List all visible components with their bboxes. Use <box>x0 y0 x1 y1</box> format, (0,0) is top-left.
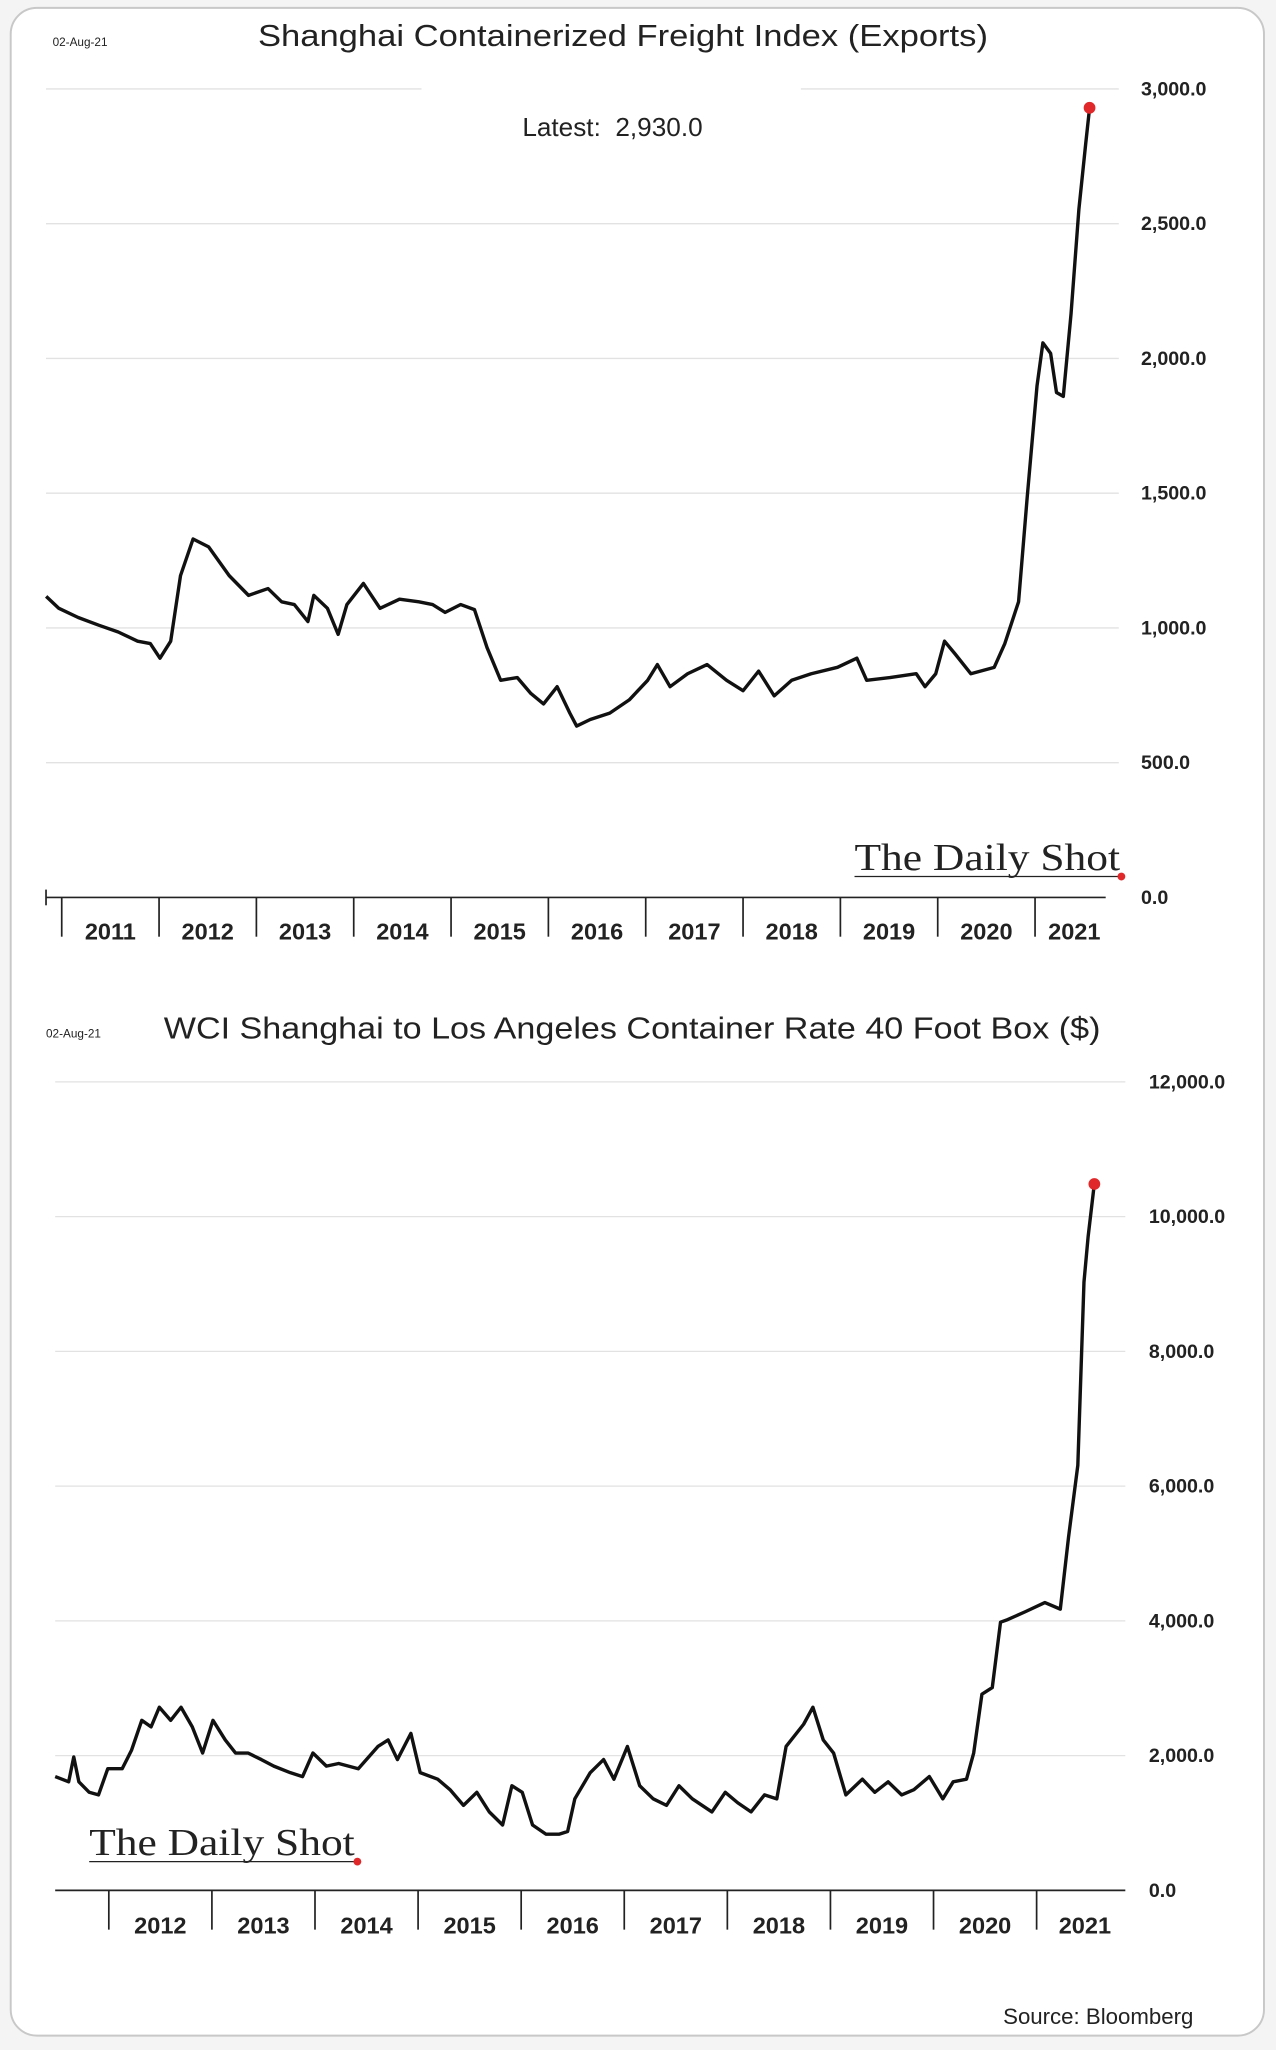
annotation-mask <box>421 78 801 100</box>
x-tick-label: 2015 <box>474 918 526 944</box>
y-tick-label: 2,000.0 <box>1149 1745 1215 1767</box>
logo-text: The Daily Shot <box>89 1822 355 1864</box>
y-tick-label: 500.0 <box>1141 752 1190 774</box>
y-tick-label: 2,500.0 <box>1141 213 1207 235</box>
chart-title: Shanghai Containerized Freight Index (Ex… <box>258 20 988 53</box>
date-stamp: 02-Aug-21 <box>46 1027 101 1040</box>
logo-text: The Daily Shot <box>855 837 1121 879</box>
y-tick-label: 0.0 <box>1141 887 1168 909</box>
x-tick-label: 2012 <box>134 1913 186 1939</box>
y-tick-label: 4,000.0 <box>1149 1610 1215 1632</box>
series-line <box>54 1183 1097 1836</box>
y-tick-label: 3,000.0 <box>1141 79 1207 101</box>
x-tick-label: 2013 <box>279 918 331 944</box>
x-tick-label: 2016 <box>547 1913 599 1939</box>
card-background <box>9 6 1265 2037</box>
x-tick-label: 2016 <box>571 918 623 944</box>
y-tick-label: 8,000.0 <box>1149 1341 1215 1363</box>
y-tick-label: 12,000.0 <box>1149 1071 1225 1093</box>
y-tick-label: 2,000.0 <box>1141 348 1207 370</box>
daily-shot-logo: The Daily Shot <box>854 837 1126 881</box>
x-tick-label: 2020 <box>959 1913 1011 1939</box>
logo-dot <box>1117 872 1126 881</box>
x-tick-label: 2018 <box>766 918 818 944</box>
x-tick-label: 2019 <box>863 918 915 944</box>
x-tick-label: 2014 <box>376 918 428 944</box>
y-tick-label: 10,000.0 <box>1149 1206 1225 1228</box>
x-tick-label: 2017 <box>650 1913 702 1939</box>
y-tick-label: 1,000.0 <box>1141 617 1207 639</box>
x-tick-label: 2012 <box>182 918 234 944</box>
x-tick-label: 2018 <box>753 1913 805 1939</box>
series-line <box>44 107 1092 728</box>
x-tick-label: 2013 <box>237 1913 289 1939</box>
source-note: Source: Bloomberg <box>1003 2004 1193 2029</box>
y-tick-label: 1,500.0 <box>1141 483 1207 505</box>
y-tick-label: 6,000.0 <box>1149 1476 1215 1498</box>
x-tick-label: 2011 <box>85 918 136 944</box>
date-stamp: 02-Aug-21 <box>53 36 108 49</box>
x-tick-label: 2021 <box>1048 918 1100 944</box>
logo-dot <box>353 1857 362 1866</box>
y-tick-label: 0.0 <box>1149 1880 1176 1902</box>
latest-annotation: Latest: 2,930.0 <box>522 112 702 142</box>
x-tick-label: 2019 <box>856 1913 908 1939</box>
wci-chart: 02-Aug-21 WCI Shanghai to Los Angeles Co… <box>46 1013 1225 1939</box>
x-tick-label: 2020 <box>960 918 1012 944</box>
latest-value-dot <box>1083 101 1096 114</box>
chart-title: WCI Shanghai to Los Angeles Container Ra… <box>164 1013 1101 1046</box>
x-tick-label: 2014 <box>340 1913 392 1939</box>
daily-shot-logo: The Daily Shot <box>89 1822 362 1866</box>
x-tick-label: 2021 <box>1059 1913 1111 1939</box>
latest-value-dot <box>1088 1178 1101 1190</box>
scfi-chart: 02-Aug-21 Shanghai Containerized Freight… <box>44 20 1207 944</box>
x-tick-label: 2017 <box>668 918 720 944</box>
x-tick-label: 2015 <box>443 1913 495 1939</box>
